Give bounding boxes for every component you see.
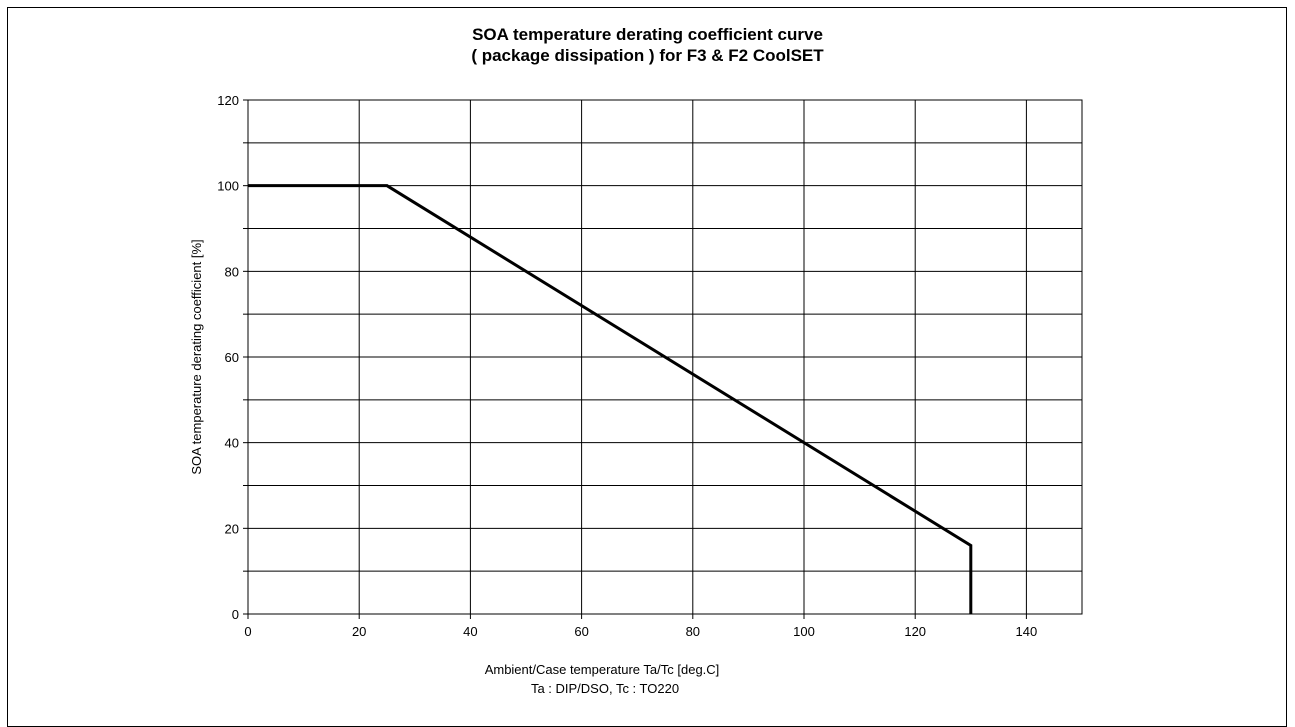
y-tick-label: 0 [232, 607, 239, 622]
y-tick-label: 40 [225, 436, 239, 451]
chart-svg: 0 20 40 60 80 100 120 140 0 20 40 60 80 100 120 SOA te… [189, 93, 1083, 696]
y-tick-label: 20 [225, 521, 239, 536]
chart-title-line-1: SOA temperature derating coefficient cur… [472, 25, 823, 44]
y-axis-label: SOA temperature derating coefficient [%] [189, 239, 204, 474]
axis-ticks: 0 20 40 60 80 100 120 140 0 20 40 60 80 100 120 [217, 93, 1037, 639]
x-axis-label-line-2: Ta : DIP/DSO, Tc : TO220 [531, 681, 679, 696]
y-tick-label: 80 [225, 264, 239, 279]
x-axis-label-line-1: Ambient/Case temperature Ta/Tc [deg.C] [485, 662, 720, 677]
x-tick-label: 0 [244, 624, 251, 639]
series-line [248, 184, 973, 614]
y-tick-label: 60 [225, 350, 239, 365]
x-tick-label: 100 [793, 624, 815, 639]
y-tick-label: 120 [217, 93, 239, 108]
x-tick-label: 20 [352, 624, 366, 639]
x-tick-label: 40 [463, 624, 477, 639]
x-tick-label: 120 [904, 624, 926, 639]
series-layer [248, 184, 973, 614]
x-tick-label: 60 [574, 624, 588, 639]
x-tick-label: 140 [1016, 624, 1038, 639]
chart-title-line-2: ( package dissipation ) for F3 & F2 Cool… [471, 46, 824, 65]
chart-title: SOA temperature derating coefficient cur… [0, 24, 1295, 66]
y-tick-label: 100 [217, 179, 239, 194]
x-tick-label: 80 [686, 624, 700, 639]
